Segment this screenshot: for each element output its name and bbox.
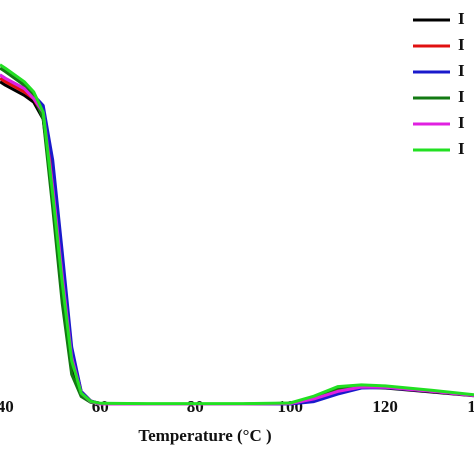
x-tick-label: 60 [92, 397, 109, 416]
legend-label: I [458, 139, 465, 158]
x-tick-label: 120 [372, 397, 398, 416]
legend-label: I [458, 35, 465, 54]
x-tick-label: 40 [0, 397, 14, 416]
x-tick-label: 140 [467, 397, 474, 416]
x-tick-label: 80 [187, 397, 204, 416]
series-line [0, 63, 474, 406]
legend-label: I [458, 61, 465, 80]
x-axis-label: Temperature (°C ) [138, 426, 271, 445]
legend-label: I [458, 9, 465, 28]
legend-label: I [458, 113, 465, 132]
legend-label: I [458, 87, 465, 106]
